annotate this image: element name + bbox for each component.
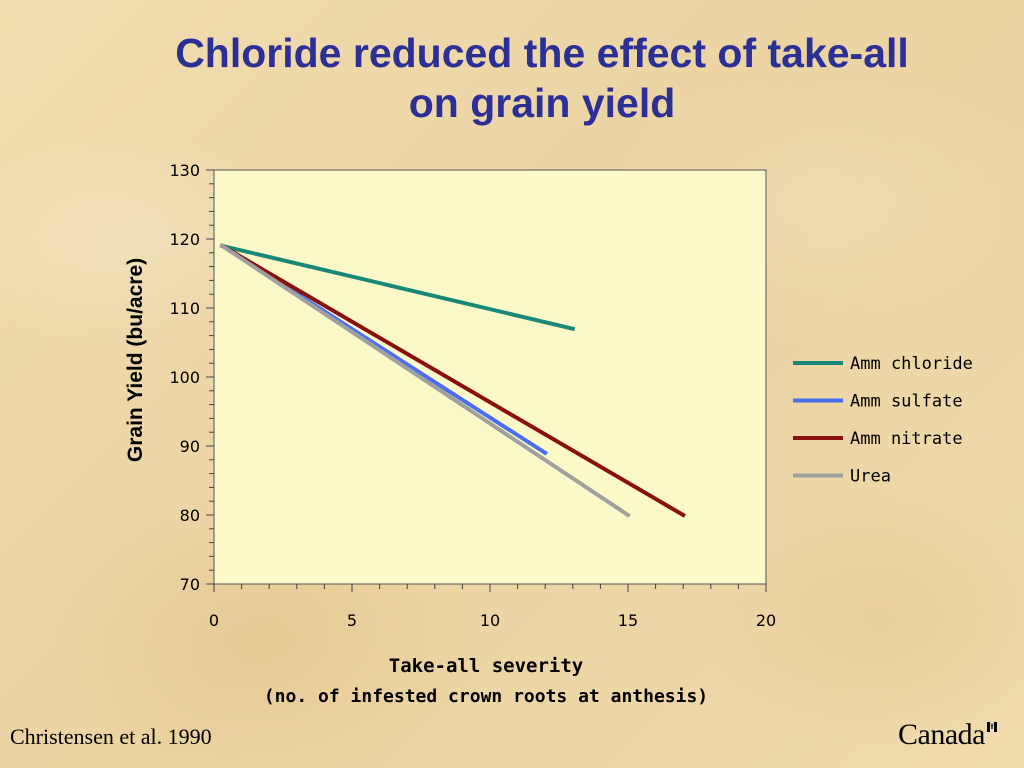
series-line-amm-chloride <box>219 243 576 332</box>
series-line-amm-nitrate <box>219 243 686 518</box>
y-tick-label: 70 <box>180 575 200 594</box>
y-tick-label: 100 <box>169 368 200 387</box>
legend: Amm chloride Amm sulfate Amm nitrate Urea <box>793 354 973 487</box>
slide-title-line1: Chloride reduced the effect of take-all <box>175 30 909 76</box>
legend-label: Urea <box>850 467 891 487</box>
flag-icon <box>987 722 997 732</box>
y-tick-label: 110 <box>169 299 200 318</box>
x-tick-label: 0 <box>209 611 219 630</box>
x-tick-label: 10 <box>480 611 500 630</box>
tick-marks: 70 80 90 100 110 120 130 0 5 10 15 20 <box>169 161 776 630</box>
plot-area <box>213 169 767 585</box>
y-axis-label: Grain Yield (bu/acre) <box>124 258 147 462</box>
citation: Christensen et al. 1990 <box>10 724 212 749</box>
y-tick-label: 120 <box>169 230 200 249</box>
slide-title-line2: on grain yield <box>408 80 676 126</box>
legend-label: Amm nitrate <box>850 429 963 449</box>
x-tick-label: 15 <box>618 611 638 630</box>
x-tick-label: 20 <box>756 611 776 630</box>
slide-title: Chloride reduced the effect of take-all … <box>60 28 1024 128</box>
legend-label: Amm chloride <box>850 354 973 374</box>
y-tick-label: 80 <box>180 506 200 525</box>
y-tick-label: 90 <box>180 437 200 456</box>
legend-label: Amm sulfate <box>850 392 963 412</box>
y-tick-label: 130 <box>169 161 200 180</box>
series-line-urea <box>219 243 631 518</box>
x-axis-label-line1: Take-all severity <box>389 655 583 677</box>
canada-wordmark-logo: Canada <box>898 718 985 751</box>
series-lines <box>219 243 686 518</box>
x-axis-label-line2: (no. of infested crown roots at anthesis… <box>264 686 708 707</box>
x-tick-label: 5 <box>347 611 357 630</box>
